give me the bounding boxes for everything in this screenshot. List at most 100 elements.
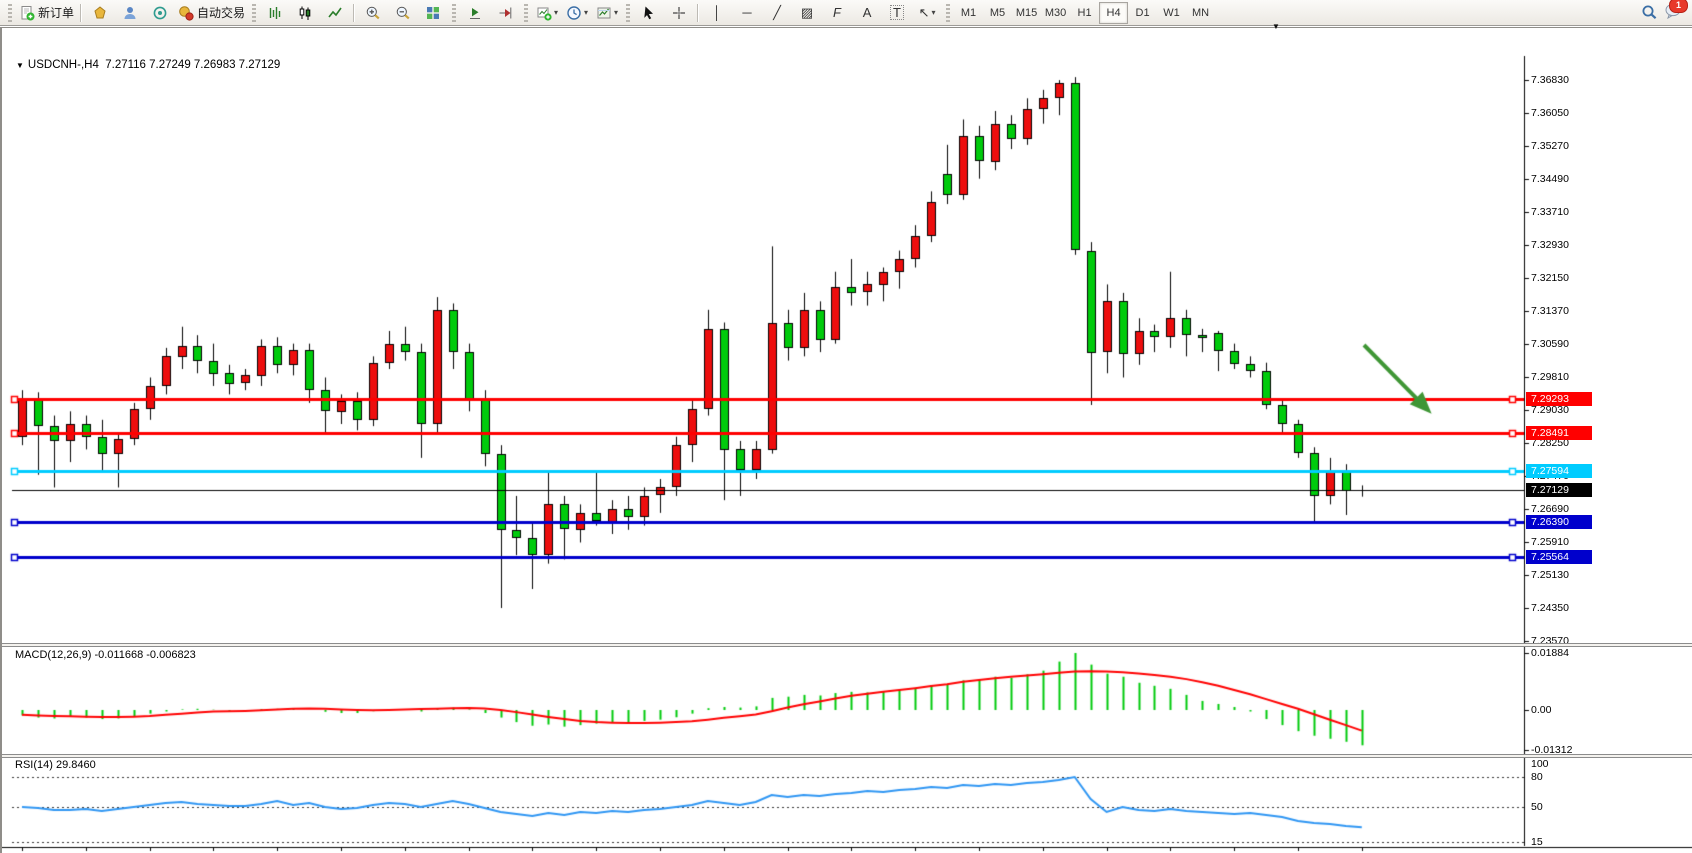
profile-icon — [124, 6, 136, 19]
price-line-tag: 7.27129 — [1526, 483, 1592, 498]
channel-button[interactable]: ▨ — [792, 1, 822, 25]
templates-dropdown[interactable]: ▾ — [592, 1, 622, 25]
zoom-out-icon — [396, 6, 410, 19]
search-icon — [1642, 5, 1656, 20]
price-tick-label: 7.29030 — [1531, 404, 1569, 417]
timeframe-mn[interactable]: MN — [1191, 6, 1210, 19]
price-tick-label: 7.30590 — [1531, 338, 1569, 351]
crosshair-button[interactable] — [664, 1, 694, 25]
gold-seal-button[interactable] — [85, 1, 115, 25]
signals-button[interactable] — [145, 1, 175, 25]
panel-collapse-icon[interactable]: ▼ — [1272, 22, 1280, 31]
zoom-in-icon — [366, 6, 380, 19]
pane-separator-rsi[interactable] — [2, 754, 1692, 758]
price-tick-label: 7.28250 — [1531, 437, 1569, 450]
timeframe-m30[interactable]: M30 — [1044, 6, 1067, 19]
crosshair-icon — [673, 6, 686, 19]
timeframe-m5[interactable]: M5 — [989, 6, 1006, 19]
toolbar-grip[interactable] — [524, 3, 529, 22]
chevron-down-icon: ▾ — [614, 8, 619, 17]
price-tick-label: 7.35270 — [1531, 140, 1569, 153]
chevron-down-icon: ▾ — [584, 8, 589, 17]
timeframe-h1[interactable]: H1 — [1077, 6, 1092, 19]
search-button[interactable] — [1634, 1, 1664, 25]
time-tick-label: 29 Aug 04:00 — [237, 851, 317, 853]
bar-chart-icon — [269, 6, 281, 19]
bar-chart-button[interactable] — [260, 1, 290, 25]
period-dropdown[interactable]: ▾ — [562, 1, 592, 25]
line-chart-button[interactable] — [320, 1, 350, 25]
notifications-button[interactable]: 1 — [1664, 0, 1688, 24]
trendline-icon: ╱ — [773, 5, 781, 20]
text-icon: A — [862, 5, 872, 20]
pane-separator-macd[interactable] — [2, 643, 1692, 647]
timeframe-d1[interactable]: D1 — [1135, 6, 1150, 19]
timeframe-w1[interactable]: W1 — [1163, 6, 1180, 19]
price-tick-label: 7.32150 — [1531, 272, 1569, 285]
time-tick-label: 4 Sep 08:00 — [620, 851, 700, 853]
auto-scroll-button[interactable] — [460, 1, 490, 25]
notification-badge: 1 — [1669, 0, 1688, 13]
text-label-button[interactable]: T — [882, 1, 912, 25]
auto-scroll-icon — [470, 7, 481, 19]
trendline-button[interactable]: ╱ — [762, 1, 792, 25]
chart-window: ▼ USDCNH-,H4 7.27116 7.27249 7.26983 7.27… — [0, 27, 1692, 853]
new-order-button[interactable]: 新订单 — [16, 1, 77, 25]
symbol-period-label: USDCNH-,H4 — [27, 59, 99, 71]
cursor-icon — [644, 6, 654, 19]
time-tick-label: 5 Sep 00:00 — [684, 851, 764, 853]
rsi-tick-label: 15 — [1531, 836, 1543, 848]
new-order-label: 新订单 — [38, 6, 75, 20]
toolbar-grip[interactable] — [946, 3, 951, 22]
timeframe-h4[interactable]: H4 — [1099, 1, 1129, 24]
fibonacci-icon: F — [833, 5, 841, 20]
cursor-button[interactable] — [634, 1, 664, 25]
time-tick-label: 31 Aug 20:00 — [492, 851, 572, 853]
toolbar-grip[interactable] — [626, 3, 631, 22]
time-tick-label: 8 Sep 08:00 — [1003, 851, 1083, 853]
time-tick-label: 6 Sep 08:00 — [811, 851, 891, 853]
rsi-tick-label: 100 — [1531, 758, 1549, 770]
toolbar-separator — [353, 3, 356, 22]
toolbar-grip[interactable] — [8, 3, 12, 22]
quote-expand-icon[interactable]: ▼ — [16, 61, 24, 70]
toolbar-separator — [697, 3, 700, 22]
chart-shift-button[interactable] — [490, 1, 520, 25]
price-tick-label: 7.25910 — [1531, 536, 1569, 549]
toolbar: 新订单 自动交易 — [0, 0, 1692, 26]
autotrading-button[interactable]: 自动交易 — [175, 1, 248, 25]
toolbar-grip[interactable] — [452, 3, 457, 22]
macd-tick-label: 0.01884 — [1531, 646, 1569, 659]
new-chart-icon — [537, 7, 552, 21]
price-tick-label: 7.31370 — [1531, 305, 1569, 318]
clock-icon — [567, 5, 581, 20]
price-tick-label: 7.24350 — [1531, 602, 1569, 615]
horizontal-line-button[interactable]: ─ — [732, 1, 762, 25]
tile-windows-button[interactable] — [418, 1, 448, 25]
text-button[interactable]: A — [852, 1, 882, 25]
vertical-line-button[interactable]: │ — [702, 1, 732, 25]
rsi-indicator-label: RSI(14) 29.8460 — [15, 759, 96, 771]
candlestick-chart-button[interactable] — [290, 1, 320, 25]
zoom-out-button[interactable] — [388, 1, 418, 25]
chart-shift-icon — [499, 7, 512, 18]
rsi-tick-label: 80 — [1531, 771, 1543, 783]
zoom-in-button[interactable] — [358, 1, 388, 25]
chart-canvas[interactable] — [2, 28, 1692, 853]
timeframe-m15[interactable]: M15 — [1015, 6, 1038, 19]
price-tick-label: 7.33710 — [1531, 206, 1569, 219]
time-tick-label: 7 Sep 16:00 — [939, 851, 1019, 853]
profile-button[interactable] — [115, 1, 145, 25]
toolbar-grip[interactable] — [252, 3, 257, 22]
price-line-tag: 7.25564 — [1526, 549, 1592, 564]
time-tick-label: 13 Sep 20:00 — [1322, 851, 1402, 853]
fibonacci-button[interactable]: F — [822, 1, 852, 25]
arrows-dropdown[interactable]: ↖ ▾ — [912, 1, 942, 25]
time-tick-label: 1 Sep 12:00 — [556, 851, 636, 853]
tile-windows-icon — [427, 6, 440, 19]
timeframe-m1[interactable]: M1 — [960, 6, 977, 19]
new-chart-dropdown[interactable]: ▾ — [532, 1, 562, 25]
candlestick-chart-icon — [299, 6, 311, 20]
horizontal-line-icon: ─ — [742, 5, 752, 20]
